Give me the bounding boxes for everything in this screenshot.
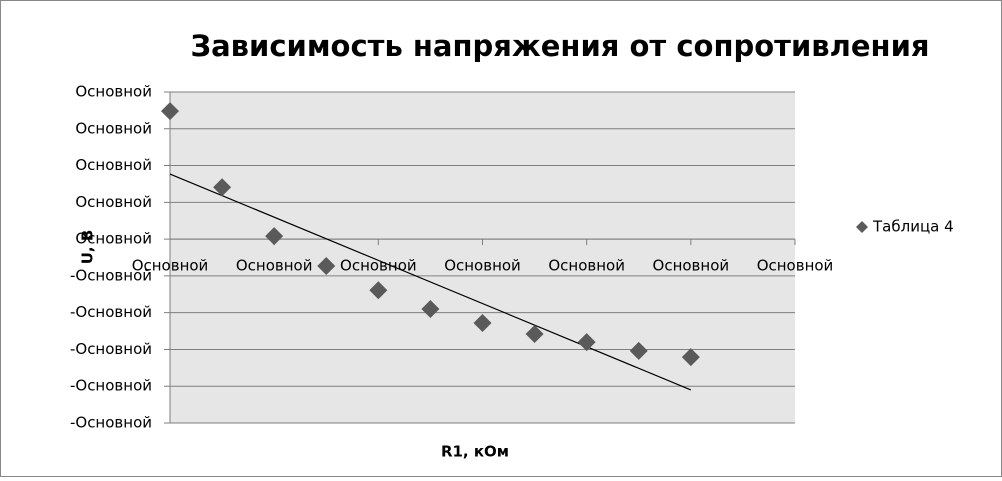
legend-label: Таблица 4: [872, 218, 954, 236]
y-axis-title: U, В: [79, 230, 97, 265]
point: [369, 281, 388, 300]
y-tick-label: -Основной: [70, 266, 152, 284]
x-tick-label: Основной: [653, 257, 730, 275]
x-tick-label: Основной: [548, 257, 625, 275]
trendline: [169, 173, 692, 391]
point: [525, 324, 544, 343]
x-tick-label: Основной: [340, 257, 417, 275]
y-tick-label: -Основной: [70, 340, 152, 358]
x-axis-title: R1, кОм: [441, 443, 509, 461]
point: [577, 333, 596, 352]
chart-title: Зависимость напряжения от сопротивления: [190, 29, 929, 63]
y-tick-label: Основной: [75, 193, 152, 211]
point: [681, 348, 700, 367]
y-tick-label: Основной: [75, 83, 152, 101]
y-tick-label: Основной: [75, 230, 152, 248]
y-tick-label: -Основной: [70, 414, 152, 432]
point: [629, 341, 648, 360]
point: [473, 313, 492, 332]
point: [421, 299, 440, 318]
point: [317, 256, 336, 275]
y-tick-label: -Основной: [70, 303, 152, 321]
point: [213, 178, 232, 197]
x-tick-label: Основной: [757, 257, 834, 275]
y-tick-label: -Основной: [70, 377, 152, 395]
x-tick-label: Основной: [132, 257, 209, 275]
x-tick-label: Основной: [236, 257, 313, 275]
y-tick-label: Основной: [75, 156, 152, 174]
x-tick-label: Основной: [444, 257, 521, 275]
y-tick-label: Основной: [75, 119, 152, 137]
point: [265, 227, 284, 246]
plot-area: [170, 92, 795, 423]
legend-marker: [856, 221, 868, 233]
point: [161, 102, 179, 121]
